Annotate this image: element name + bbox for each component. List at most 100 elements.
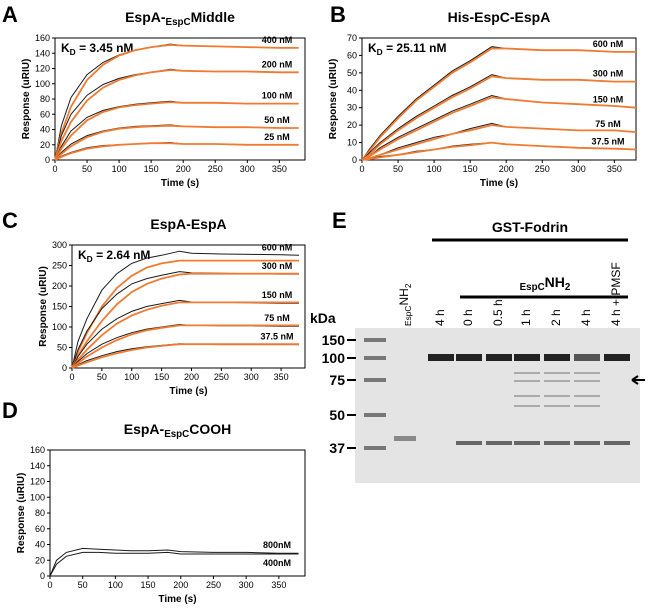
data-line — [49, 547, 299, 577]
band — [544, 395, 570, 397]
y-tick-label: 200 — [52, 281, 67, 291]
y-tick-label: 120 — [30, 477, 45, 487]
gel-header: GST-Fodrin — [492, 219, 568, 235]
band — [486, 441, 512, 445]
lane-label-part: NH — [397, 288, 411, 305]
series-label: 50 nM — [264, 115, 290, 125]
ladder-band — [364, 338, 386, 342]
series-label: 600 nM — [262, 242, 293, 252]
chart-title-part: His-EspC-EspA — [448, 9, 551, 25]
x-tick-label: 200 — [184, 372, 199, 382]
lane-label: 4 h — [433, 309, 447, 326]
band — [544, 405, 570, 407]
x-axis-label: Time (s) — [169, 386, 207, 397]
y-axis-label: Response (uRIU) — [16, 473, 27, 554]
y-tick-label: 20 — [40, 140, 50, 150]
x-tick-label: 50 — [78, 580, 88, 590]
y-tick-label: 60 — [347, 50, 357, 60]
x-tick-label: 250 — [208, 164, 223, 174]
band — [544, 441, 570, 445]
x-tick-label: 200 — [173, 580, 188, 590]
band — [486, 354, 512, 361]
x-tick-label: 0 — [69, 372, 74, 382]
y-tick-label: 0 — [40, 571, 45, 581]
x-tick-label: 350 — [271, 580, 286, 590]
x-tick-label: 350 — [607, 164, 622, 174]
x-tick-label: 50 — [393, 164, 403, 174]
band — [514, 380, 540, 382]
y-axis-label: Response (uRIU) — [38, 266, 49, 347]
band — [574, 380, 600, 382]
ladder-band — [364, 356, 386, 360]
series-label: 150 nM — [262, 290, 293, 300]
lane-label: 1 h — [519, 309, 533, 326]
gel-subheader-part: NH — [545, 274, 565, 290]
kd-annotation: KD = 2.64 nM — [78, 248, 150, 264]
band — [544, 372, 570, 374]
band — [456, 354, 482, 361]
chart-title-part: EspC — [164, 429, 189, 440]
y-tick-label: 140 — [35, 48, 50, 58]
ladder-band — [364, 378, 386, 382]
lane-label: 0.5 h — [491, 299, 505, 326]
fit-line — [71, 272, 299, 369]
x-tick-label: 300 — [240, 164, 255, 174]
panel-label: B — [330, 2, 346, 27]
gel-subheader-part: 2 — [565, 282, 571, 293]
series-label: 200 nM — [262, 59, 293, 69]
lane-label-part: 2 — [403, 283, 413, 288]
band — [574, 354, 600, 361]
x-tick-label: 150 — [141, 580, 156, 590]
x-tick-label: 300 — [244, 372, 259, 382]
marker-label: 100 — [322, 350, 346, 366]
gel-subheader-part: EspC — [520, 282, 545, 293]
chart-title: EspA-EspCCOOH — [124, 421, 232, 440]
kd-annotation-part: = 2.64 nM — [93, 248, 151, 262]
data-line — [71, 250, 300, 369]
y-tick-label: 20 — [347, 120, 357, 130]
fit-line — [71, 343, 299, 369]
fit-line — [54, 101, 299, 161]
x-tick-label: 100 — [124, 372, 139, 382]
gel-image — [355, 238, 645, 483]
y-tick-label: 10 — [347, 138, 357, 148]
y-tick-label: 40 — [40, 125, 50, 135]
fit-line — [361, 124, 637, 161]
lane-label-part: EspC — [403, 306, 413, 326]
y-tick-label: 160 — [35, 33, 50, 43]
lane-label: 4 h + PMSF — [609, 262, 623, 326]
lane-label: 0 h — [461, 309, 475, 326]
chart-title-part: EspA- — [125, 9, 166, 25]
chart-title: EspA-EspA — [150, 216, 226, 232]
band — [574, 372, 600, 374]
kd-annotation-part: K — [78, 248, 87, 262]
kd-annotation-part: D — [87, 254, 93, 264]
lane-label: EspCNH2 — [397, 283, 413, 326]
chart-title-part: EspA-EspA — [150, 216, 226, 232]
data-line — [54, 124, 299, 161]
band — [604, 354, 630, 361]
fit-line — [361, 47, 636, 161]
unit-label: kDa — [310, 310, 336, 326]
series-label: 25 nM — [264, 132, 290, 142]
fit-line — [71, 324, 299, 369]
marker-label: 150 — [322, 332, 346, 348]
x-tick-label: 250 — [214, 372, 229, 382]
band — [544, 380, 570, 382]
x-axis-label: Time (s) — [161, 178, 199, 189]
x-axis-label: Time (s) — [158, 594, 196, 605]
x-tick-label: 0 — [359, 164, 364, 174]
x-tick-label: 100 — [112, 164, 127, 174]
y-axis-label: Response (uRIU) — [21, 59, 32, 140]
y-tick-label: 60 — [40, 109, 50, 119]
band — [574, 395, 600, 397]
x-tick-label: 300 — [239, 580, 254, 590]
gel-subheader: EspCNH2 — [520, 274, 571, 293]
series-label: 37.5 nM — [260, 332, 293, 342]
x-tick-label: 150 — [144, 164, 159, 174]
y-tick-label: 0 — [352, 155, 357, 165]
series-label: 800nM — [263, 540, 291, 550]
marker-label: 37 — [329, 440, 345, 456]
fit-line — [54, 124, 299, 161]
series-label: 600 nM — [593, 39, 624, 49]
